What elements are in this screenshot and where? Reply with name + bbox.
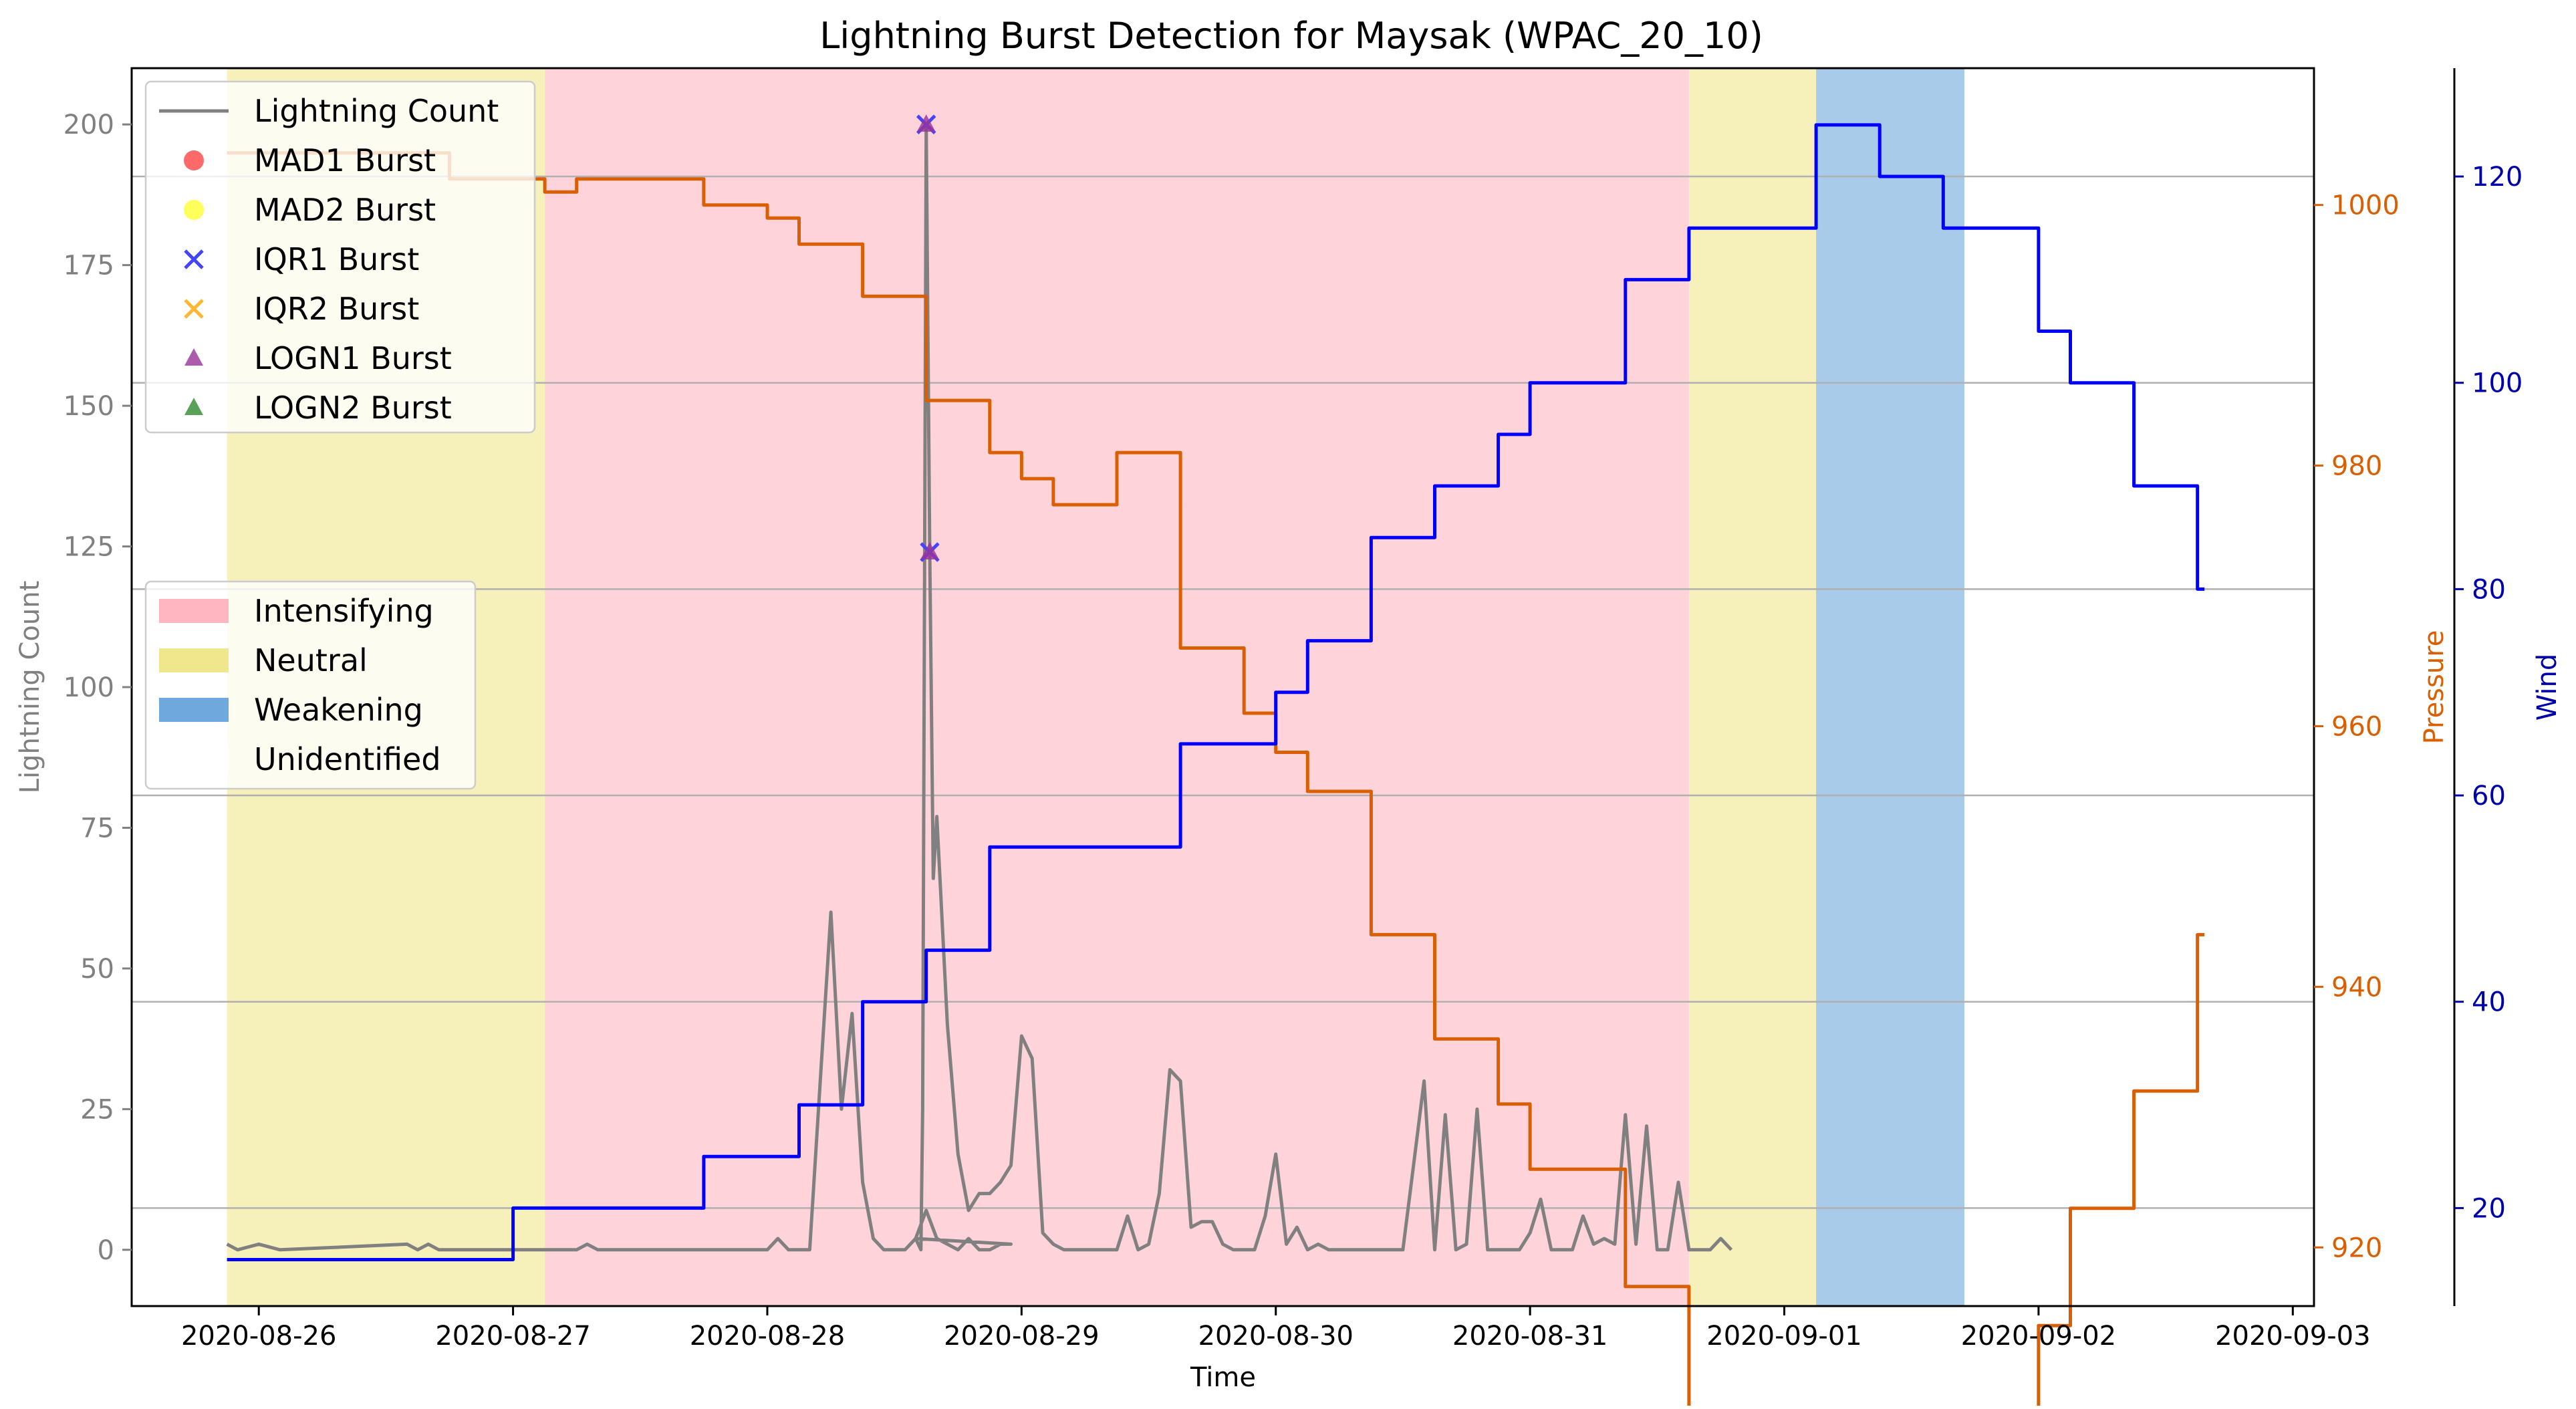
legend-phase-weakening-label: Weakening [254, 692, 423, 728]
legend-logn1-burst-label: LOGN1 Burst [254, 340, 452, 376]
x-tick-label-2020-08-26: 2020-08-26 [181, 1321, 336, 1352]
pressure-tick-label-940: 940 [2331, 972, 2382, 1003]
axes: 0 25 50 75 100 125 150 175 200 920 940 960 980 1000 20… [63, 68, 2523, 1352]
phase-band-4 [1816, 68, 1964, 1306]
burst-markers [916, 114, 940, 562]
pressure-tick-label-960: 960 [2331, 711, 2382, 742]
wind-line [227, 123, 2205, 1261]
legend-mad1-burst-swatch [184, 150, 204, 170]
left-tick-label-25: 25 [80, 1094, 114, 1125]
wind-tick-label-100: 100 [2472, 368, 2523, 399]
pressure-tick-label-1000: 1000 [2331, 190, 2400, 221]
legend-logn2-burst-label: LOGN2 Burst [254, 390, 452, 426]
legend-iqr1-burst-stroke-b [184, 249, 204, 269]
left-tick-label-125: 125 [63, 532, 114, 563]
legend-phase-weakening-swatch [159, 698, 229, 722]
legend-iqr2-burst-stroke-b [184, 299, 204, 319]
legend-mad1-burst-label: MAD1 Burst [254, 142, 436, 178]
x-tick-label-2020-08-27: 2020-08-27 [435, 1321, 590, 1352]
legend-phase-neutral-label: Neutral [254, 642, 368, 678]
pressure-line [227, 151, 2205, 1409]
x-axis-label: Time [1190, 1362, 1256, 1393]
legend-phase-intensifying-label: Intensifying [254, 593, 434, 629]
legend-phase-unidentified-swatch [159, 747, 229, 771]
left-tick-label-75: 75 [80, 813, 114, 844]
x-tick-label-2020-08-29: 2020-08-29 [944, 1321, 1099, 1352]
x-tick-label-2020-08-30: 2020-08-30 [1198, 1321, 1354, 1352]
left-tick-label-200: 200 [63, 110, 114, 140]
logn1-burst-marker-2 [920, 541, 939, 559]
logn1-burst-marker-1 [916, 114, 936, 132]
x-tick-label-2020-09-03: 2020-09-03 [2215, 1321, 2370, 1352]
legend-iqr1-burst-label: IQR1 Burst [254, 241, 419, 277]
legend-phase-intensifying-swatch [159, 599, 229, 623]
legend-iqr2-burst-swatch [184, 299, 204, 319]
left-tick-label-100: 100 [63, 672, 114, 703]
left-tick-label-50: 50 [80, 954, 114, 985]
x-tick-label-2020-08-28: 2020-08-28 [690, 1321, 845, 1352]
phase-band-3 [1688, 68, 1817, 1306]
wind-tick-label-120: 120 [2472, 162, 2523, 193]
x-tick-label-2020-08-31: 2020-08-31 [1452, 1321, 1607, 1352]
wind-tick-label-40: 40 [2472, 987, 2506, 1018]
lightning-count-line [226, 122, 1733, 1252]
legend-mad2-burst-label: MAD2 Burst [254, 192, 436, 228]
legend-lightning-count-label: Lightning Count [254, 93, 499, 129]
pressure-tick-label-980: 980 [2331, 451, 2382, 482]
left-tick-label-0: 0 [98, 1235, 114, 1266]
wind-tick-label-80: 80 [2472, 574, 2506, 605]
left-tick-label-175: 175 [63, 251, 114, 281]
legend-iqr1-burst-swatch [184, 249, 204, 269]
wind-axis-label: Wind [2532, 654, 2563, 721]
legend-phase-neutral-swatch [159, 648, 229, 672]
legend-series-box [144, 80, 536, 434]
legend-series: Lightning Count MAD1 Burst MAD2 Burst IQR1 … [144, 80, 536, 434]
wind-tick-label-20: 20 [2472, 1193, 2506, 1224]
chart-title: Lightning Burst Detection for Maysak (WP… [819, 15, 1763, 57]
left-tick-label-150: 150 [63, 391, 114, 422]
x-tick-label-2020-09-01: 2020-09-01 [1706, 1321, 1861, 1352]
legend-phase-unidentified-label: Unidentified [254, 741, 441, 777]
legend-mad2-burst-swatch [184, 200, 204, 220]
left-axis-label: Lightning Count [15, 581, 45, 794]
pressure-axis-label: Pressure [2419, 630, 2450, 745]
phase-band-2 [545, 68, 1689, 1306]
legend-iqr2-burst-label: IQR2 Burst [254, 291, 419, 327]
pressure-tick-label-920: 920 [2331, 1233, 2382, 1263]
wind-tick-label-60: 60 [2472, 781, 2506, 811]
legend-logn1-burst-swatch [184, 348, 203, 366]
x-tick-label-2020-09-02: 2020-09-02 [1961, 1321, 2116, 1352]
legend-logn2-burst-swatch [184, 398, 203, 415]
legend-phases: Intensifying Neutral Weakening Unidentified [144, 580, 477, 790]
legend-phases-box [144, 580, 477, 790]
series-layer [226, 122, 2205, 1409]
